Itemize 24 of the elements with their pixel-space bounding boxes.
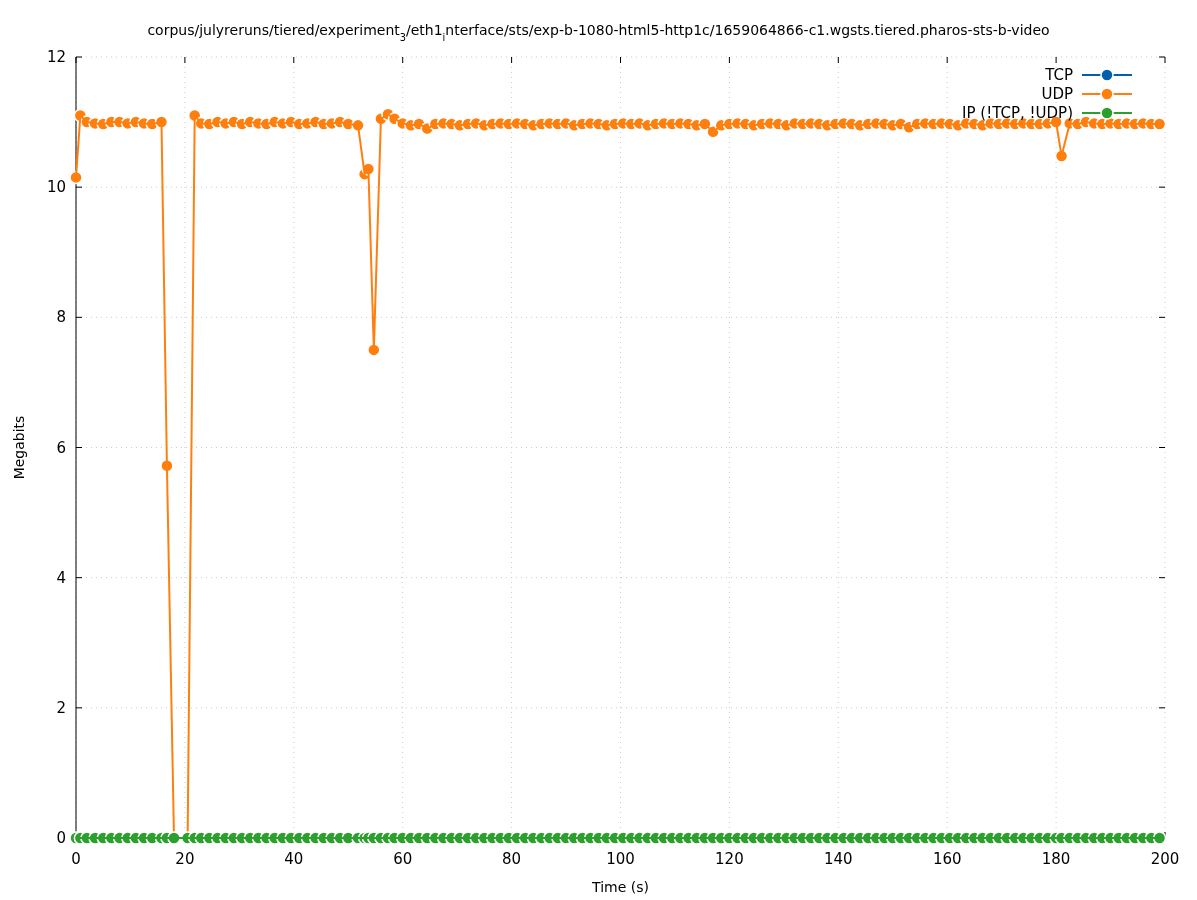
legend-label: UDP [1041, 85, 1073, 103]
x-tick-label: 100 [606, 850, 635, 868]
x-tick-label: 60 [393, 850, 413, 868]
x-tick-label: 20 [175, 850, 195, 868]
y-tick-label: 4 [56, 568, 66, 587]
y-tick-label: 8 [56, 308, 66, 327]
x-tick-label: 120 [715, 850, 744, 868]
x-tick-label: 180 [1041, 850, 1071, 868]
y-tick-label: 0 [56, 829, 66, 847]
x-tick-label: 140 [823, 850, 853, 868]
x-tick-label: 160 [932, 850, 962, 868]
x-tick-label: 80 [502, 850, 522, 868]
y-axis-title: Megabits [11, 415, 27, 480]
legend-label: IP (!TCP, !UDP) [962, 104, 1073, 122]
y-tick-label: 6 [56, 438, 66, 457]
legend-label: TCP [1044, 66, 1073, 84]
x-tick-label: 200 [1150, 850, 1180, 868]
y-tick-label: 10 [46, 178, 66, 197]
y-tick-label: 12 [46, 48, 66, 66]
y-tick-label: 2 [56, 698, 66, 717]
x-tick-label: 0 [71, 850, 81, 868]
chart-title: corpus/julyreruns/tiered/experiment$_{3}$/eth1$_{i}$nterface/sts/exp-b-1080-html5-http1c/1659064866-c1.wgsts.tiered.pharos-sts-b-video [147, 22, 1050, 43]
x-axis-title: Time (s) [591, 879, 649, 895]
x-tick-label: 40 [284, 850, 304, 868]
